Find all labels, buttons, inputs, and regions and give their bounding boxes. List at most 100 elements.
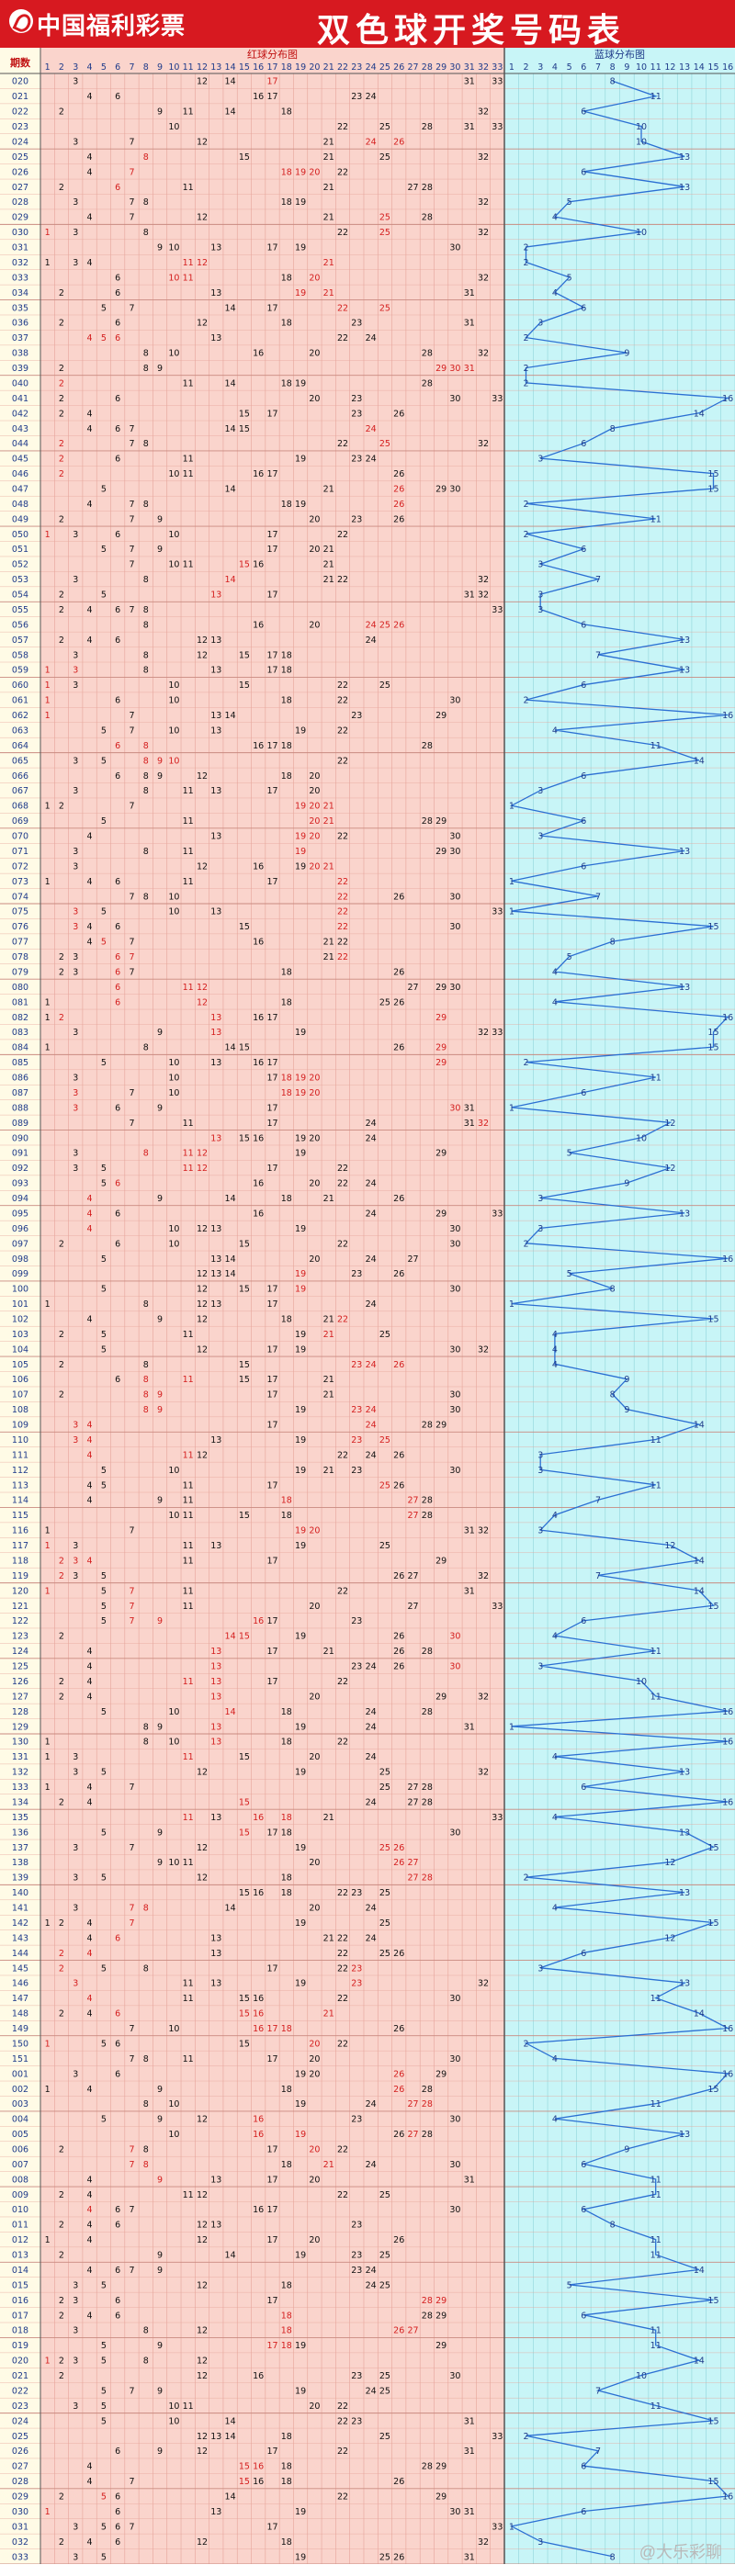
period-label: 028 [12, 2477, 28, 2487]
red-ball-number: 24 [366, 636, 377, 646]
blue-column-label: 13 [679, 62, 690, 73]
blue-ball-number: 6 [581, 2507, 586, 2517]
red-ball-number: 18 [281, 650, 292, 660]
red-ball-number: 2 [59, 319, 64, 329]
red-ball-number: 11 [183, 1450, 194, 1460]
period-label: 075 [12, 907, 28, 917]
red-ball-number: 19 [295, 167, 306, 177]
period-label: 022 [12, 2386, 28, 2396]
red-ball-number: 13 [210, 832, 221, 842]
red-ball-number: 3 [73, 1768, 78, 1778]
red-ball-number: 20 [309, 1904, 320, 1914]
period-label: 007 [12, 2160, 28, 2170]
red-ball-number: 31 [464, 2552, 475, 2562]
red-ball-number: 9 [157, 1028, 163, 1038]
red-ball-number: 14 [225, 1269, 236, 1279]
blue-ball-number: 16 [722, 1254, 733, 1265]
red-ball-number: 32 [478, 197, 489, 208]
red-ball-number: 16 [253, 1058, 264, 1068]
red-ball-number: 30 [449, 1390, 460, 1400]
blue-ball-number: 16 [722, 1738, 733, 1748]
period-label: 040 [12, 378, 28, 388]
period-label: 138 [12, 1858, 28, 1868]
red-ball-number: 17 [266, 2175, 277, 2185]
red-ball-number: 22 [337, 228, 348, 238]
period-label: 080 [12, 983, 28, 993]
red-ball-number: 32 [478, 1979, 489, 1989]
red-ball-number: 17 [266, 303, 277, 313]
red-ball-number: 18 [281, 1496, 292, 1506]
red-ball-number: 12 [197, 1269, 208, 1279]
period-label: 120 [12, 1586, 28, 1596]
blue-ball-number: 8 [610, 938, 616, 948]
red-ball-number: 7 [129, 2205, 134, 2215]
red-ball-number: 7 [129, 1526, 134, 1536]
red-ball-number: 8 [143, 439, 149, 449]
red-ball-number: 12 [197, 771, 208, 782]
red-ball-number: 3 [73, 1541, 78, 1551]
period-label: 065 [12, 756, 28, 766]
red-column-label: 17 [266, 62, 277, 73]
red-ball-number: 10 [168, 349, 179, 359]
blue-ball-number: 13 [679, 666, 690, 676]
red-ball-number: 21 [323, 861, 334, 872]
red-ball-number: 10 [168, 1511, 179, 1521]
red-ball-number: 8 [143, 152, 149, 163]
red-ball-number: 3 [73, 2357, 78, 2367]
red-ball-number: 15 [239, 1994, 250, 2004]
red-ball-number: 2 [59, 2371, 64, 2381]
red-ball-number: 8 [143, 1149, 149, 1159]
red-ball-number: 8 [143, 2145, 149, 2155]
red-ball-number: 21 [323, 1390, 334, 1400]
blue-ball-number: 16 [722, 1797, 733, 1807]
red-ball-number: 10 [168, 907, 179, 917]
red-ball-number: 17 [266, 530, 277, 540]
red-ball-number: 3 [73, 786, 78, 796]
red-ball-number: 21 [323, 1330, 334, 1340]
red-ball-number: 26 [393, 1194, 404, 1204]
red-ball-number: 26 [393, 1632, 404, 1642]
red-ball-number: 19 [295, 1722, 306, 1732]
period-label: 123 [12, 1632, 28, 1642]
red-ball-number: 23 [351, 92, 362, 102]
red-ball-number: 26 [393, 1269, 404, 1279]
red-ball-number: 32 [478, 228, 489, 238]
blue-column-label: 2 [524, 62, 529, 73]
period-label: 025 [12, 2432, 28, 2442]
red-ball-number: 20 [309, 1088, 320, 1098]
blue-ball-number: 10 [636, 1677, 647, 1687]
period-label: 058 [12, 650, 28, 660]
red-ball-number: 5 [101, 2115, 107, 2125]
red-ball-number: 29 [435, 2069, 447, 2079]
red-ball-number: 7 [129, 545, 134, 555]
red-ball-number: 4 [87, 1994, 93, 2004]
red-column-label: 11 [183, 62, 194, 73]
blue-ball-number: 8 [610, 1390, 616, 1400]
blue-ball-number: 3 [537, 560, 543, 570]
red-ball-number: 3 [73, 2296, 78, 2306]
period-label: 028 [12, 197, 28, 208]
period-label: 088 [12, 1103, 28, 1113]
red-ball-number: 3 [73, 530, 78, 540]
red-ball-number: 14 [225, 2416, 236, 2426]
red-ball-number: 8 [143, 666, 149, 676]
red-ball-number: 7 [129, 967, 134, 977]
red-ball-number: 17 [266, 1344, 277, 1355]
red-ball-number: 19 [295, 1918, 306, 1929]
red-ball-number: 1 [45, 711, 51, 721]
red-ball-number: 17 [266, 1074, 277, 1084]
period-label: 103 [12, 1330, 28, 1340]
red-ball-number: 5 [101, 726, 107, 736]
red-ball-number: 20 [309, 2402, 320, 2412]
red-column-label: 8 [143, 62, 149, 73]
red-ball-number: 33 [492, 2522, 503, 2532]
red-ball-number: 26 [393, 2477, 404, 2487]
red-ball-number: 28 [422, 2462, 433, 2472]
red-ball-number: 12 [197, 983, 208, 993]
red-ball-number: 6 [115, 319, 120, 329]
red-ball-number: 16 [253, 1013, 264, 1023]
period-label: 026 [12, 2447, 28, 2457]
red-ball-number: 11 [183, 1541, 194, 1551]
red-column-label: 28 [422, 62, 433, 73]
